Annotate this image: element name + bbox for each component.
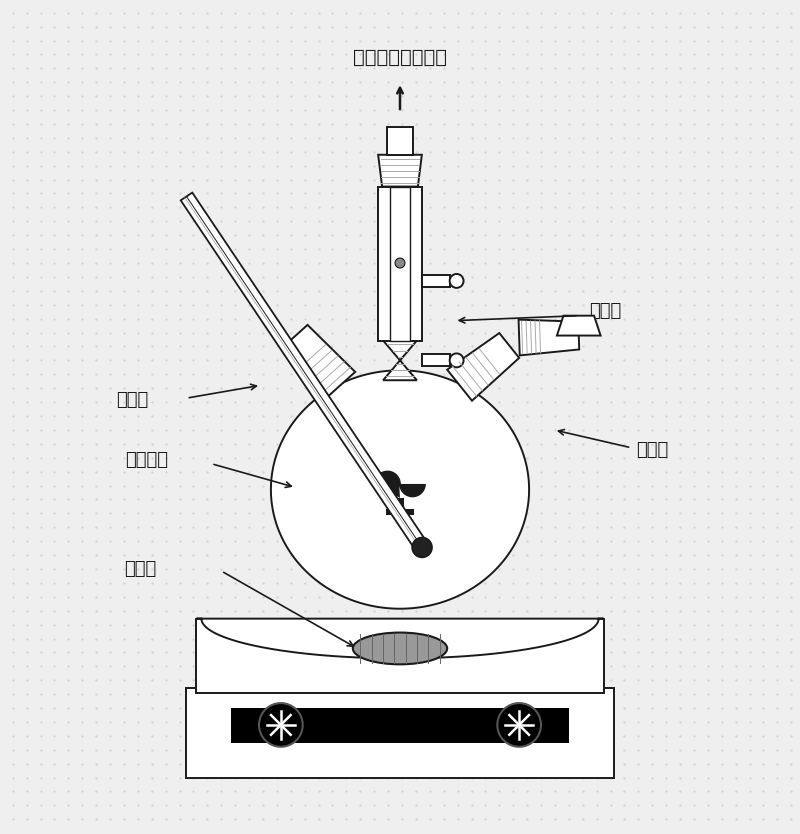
Circle shape <box>450 354 463 367</box>
Polygon shape <box>387 127 413 155</box>
Polygon shape <box>271 370 529 609</box>
Polygon shape <box>422 275 450 287</box>
Polygon shape <box>186 688 614 777</box>
Ellipse shape <box>353 632 447 665</box>
Circle shape <box>450 274 463 288</box>
Polygon shape <box>374 470 426 498</box>
Polygon shape <box>390 187 410 340</box>
Text: 反应烧瓶: 反应烧瓶 <box>126 450 168 469</box>
Polygon shape <box>197 619 603 693</box>
Polygon shape <box>284 325 355 399</box>
Polygon shape <box>386 509 414 515</box>
Polygon shape <box>557 316 601 335</box>
Polygon shape <box>396 498 404 513</box>
Text: 注入口: 注入口 <box>636 441 669 459</box>
Circle shape <box>412 537 432 557</box>
Polygon shape <box>197 619 603 658</box>
Polygon shape <box>231 708 569 743</box>
Text: 至真空或吹扫排气: 至真空或吹扫排气 <box>353 48 447 67</box>
Text: 搅拌子: 搅拌子 <box>124 560 156 578</box>
Circle shape <box>259 703 302 746</box>
Circle shape <box>498 703 541 746</box>
Polygon shape <box>518 319 579 355</box>
Polygon shape <box>383 340 417 380</box>
Text: 冷凝器: 冷凝器 <box>589 302 621 319</box>
Polygon shape <box>378 187 422 340</box>
Polygon shape <box>447 333 519 400</box>
Text: 温度计: 温度计 <box>116 391 148 409</box>
Polygon shape <box>378 155 422 187</box>
Circle shape <box>395 258 405 268</box>
Polygon shape <box>422 354 450 366</box>
Polygon shape <box>181 193 426 548</box>
